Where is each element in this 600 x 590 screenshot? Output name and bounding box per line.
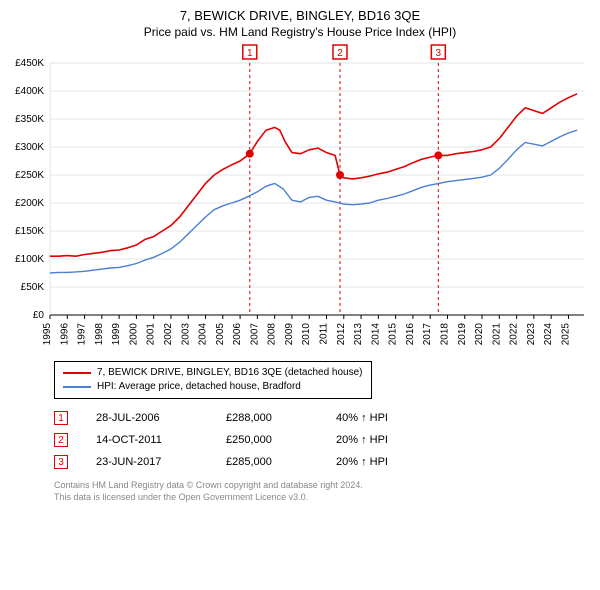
x-tick-label: 2004 — [198, 323, 209, 346]
sale-price: £250,000 — [226, 434, 336, 446]
legend-label: HPI: Average price, detached house, Brad… — [97, 380, 301, 394]
x-tick-label: 1997 — [77, 323, 88, 346]
x-tick-label: 2002 — [163, 323, 174, 346]
sale-price: £288,000 — [226, 412, 336, 424]
sale-marker-icon: 1 — [54, 411, 68, 425]
y-tick-label: £400K — [15, 86, 44, 97]
y-tick-label: £50K — [21, 282, 45, 293]
price-chart: £0£50K£100K£150K£200K£250K£300K£350K£400… — [50, 45, 590, 355]
x-tick-label: 2021 — [491, 323, 502, 346]
legend-label: 7, BEWICK DRIVE, BINGLEY, BD16 3QE (deta… — [97, 366, 363, 380]
sale-row: 128-JUL-2006£288,00040% ↑ HPI — [54, 407, 590, 429]
x-tick-label: 2001 — [146, 323, 157, 346]
y-tick-label: £200K — [15, 198, 44, 209]
legend-row: HPI: Average price, detached house, Brad… — [63, 380, 363, 394]
y-tick-label: £0 — [33, 310, 45, 321]
x-tick-label: 2015 — [388, 323, 399, 346]
x-tick-label: 1998 — [94, 323, 105, 346]
footer-attribution: Contains HM Land Registry data © Crown c… — [54, 479, 590, 503]
sale-marker-icon: 2 — [54, 433, 68, 447]
footer-line-2: This data is licensed under the Open Gov… — [54, 491, 590, 503]
sale-row: 323-JUN-2017£285,00020% ↑ HPI — [54, 451, 590, 473]
sale-marker-flag: 2 — [337, 48, 343, 59]
sale-marker-flag: 1 — [247, 48, 253, 59]
sale-price: £285,000 — [226, 456, 336, 468]
x-tick-label: 2014 — [370, 323, 381, 346]
x-tick-label: 2018 — [439, 323, 450, 346]
x-tick-label: 2022 — [509, 323, 520, 346]
x-tick-label: 2017 — [422, 323, 433, 346]
y-tick-label: £250K — [15, 170, 44, 181]
x-tick-label: 2011 — [319, 323, 330, 345]
x-tick-label: 2023 — [526, 323, 537, 346]
sale-date: 28-JUL-2006 — [68, 412, 226, 424]
legend-swatch — [63, 372, 91, 374]
x-tick-label: 2020 — [474, 323, 485, 346]
sale-pct: 20% ↑ HPI — [336, 456, 426, 468]
x-tick-label: 1995 — [42, 323, 53, 346]
x-tick-label: 2024 — [543, 323, 554, 346]
sale-row: 214-OCT-2011£250,00020% ↑ HPI — [54, 429, 590, 451]
x-tick-label: 2010 — [301, 323, 312, 346]
sale-date: 14-OCT-2011 — [68, 434, 226, 446]
legend: 7, BEWICK DRIVE, BINGLEY, BD16 3QE (deta… — [54, 361, 372, 399]
sale-pct: 20% ↑ HPI — [336, 434, 426, 446]
y-tick-label: £150K — [15, 226, 44, 237]
y-tick-label: £450K — [15, 58, 44, 69]
sale-pct: 40% ↑ HPI — [336, 412, 426, 424]
sale-marker-icon: 3 — [54, 455, 68, 469]
x-tick-label: 2003 — [180, 323, 191, 346]
y-tick-label: £100K — [15, 254, 44, 265]
legend-row: 7, BEWICK DRIVE, BINGLEY, BD16 3QE (deta… — [63, 366, 363, 380]
x-tick-label: 2005 — [215, 323, 226, 346]
x-tick-label: 2000 — [128, 323, 139, 346]
series-hpi — [50, 130, 577, 273]
x-tick-label: 2006 — [232, 323, 243, 346]
x-tick-label: 2016 — [405, 323, 416, 346]
x-tick-label: 1996 — [59, 323, 70, 346]
footer-line-1: Contains HM Land Registry data © Crown c… — [54, 479, 590, 491]
legend-swatch — [63, 386, 91, 388]
x-tick-label: 2019 — [457, 323, 468, 346]
sale-marker-flag: 3 — [436, 48, 442, 59]
x-tick-label: 2025 — [560, 323, 571, 346]
x-tick-label: 2013 — [353, 323, 364, 346]
chart-subtitle: Price paid vs. HM Land Registry's House … — [10, 25, 590, 39]
chart-title: 7, BEWICK DRIVE, BINGLEY, BD16 3QE — [10, 8, 590, 23]
y-tick-label: £350K — [15, 114, 44, 125]
sales-table: 128-JUL-2006£288,00040% ↑ HPI214-OCT-201… — [54, 407, 590, 473]
chart-area: £0£50K£100K£150K£200K£250K£300K£350K£400… — [50, 45, 584, 355]
x-tick-label: 2009 — [284, 323, 295, 346]
y-tick-label: £300K — [15, 142, 44, 153]
x-tick-label: 2008 — [267, 323, 278, 346]
sale-date: 23-JUN-2017 — [68, 456, 226, 468]
x-tick-label: 1999 — [111, 323, 122, 346]
x-tick-label: 2007 — [249, 323, 260, 346]
x-tick-label: 2012 — [336, 323, 347, 346]
